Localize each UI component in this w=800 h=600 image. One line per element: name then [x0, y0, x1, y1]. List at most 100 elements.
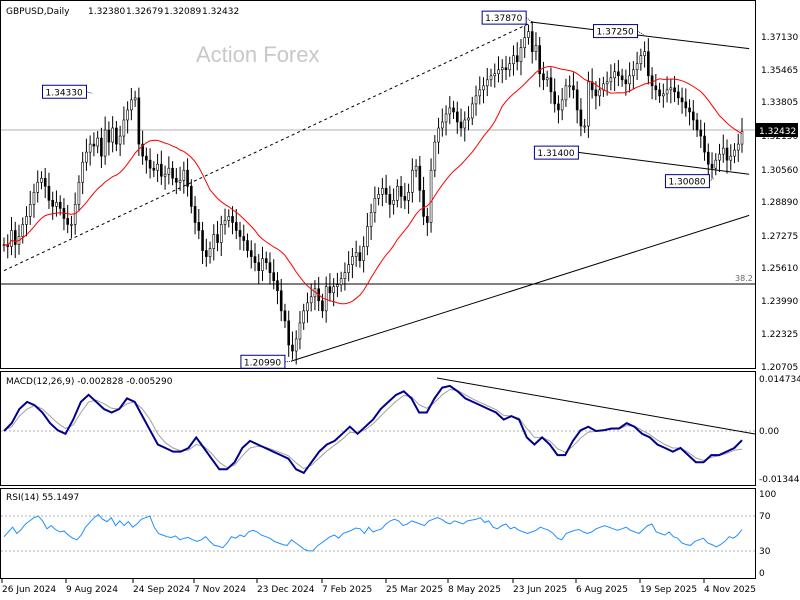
candle-body — [145, 155, 148, 161]
date-tick: 25 Mar 2025 — [386, 585, 443, 595]
candle-body — [414, 165, 418, 171]
candle-body — [257, 262, 261, 271]
candle-body — [253, 256, 257, 263]
price-tick: 1.28890 — [761, 198, 798, 208]
annotation-box — [664, 174, 710, 189]
candle-body — [467, 117, 470, 121]
candle-body — [553, 91, 556, 105]
candle-body — [538, 45, 542, 75]
candle-body — [332, 286, 335, 294]
price-tick: 1.23990 — [761, 297, 798, 307]
candle-body — [212, 234, 216, 249]
candle-body — [381, 187, 384, 195]
annotation-box — [481, 10, 527, 25]
candle-body — [598, 89, 601, 97]
candle-body — [73, 204, 77, 225]
candle-body — [624, 79, 628, 85]
candle-body — [55, 202, 58, 207]
candle-body — [309, 296, 313, 304]
candle-body — [358, 252, 362, 261]
candle-body — [13, 230, 17, 245]
candle-body — [729, 155, 733, 161]
annotation-leader — [525, 17, 533, 23]
candle-body — [725, 147, 729, 161]
candle-body — [85, 151, 88, 163]
rsi-pane-frame — [0, 488, 756, 579]
candle-body — [148, 159, 152, 169]
candle-body — [512, 55, 515, 65]
trendline — [576, 151, 750, 175]
candle-body — [489, 75, 493, 81]
candle-body — [639, 55, 643, 65]
candle-body — [167, 167, 171, 175]
candle-body — [459, 121, 463, 129]
candle-body — [36, 181, 40, 193]
date-tick: 26 Jun 2024 — [2, 585, 56, 595]
candle-body — [137, 97, 141, 145]
candlesticks — [2, 21, 744, 365]
candle-body — [347, 264, 350, 273]
current-price-box — [756, 123, 798, 137]
candle-body — [291, 344, 294, 352]
candle-body — [392, 200, 395, 205]
candle-body — [684, 101, 688, 109]
candle-body — [133, 97, 137, 101]
candle-body — [216, 234, 219, 243]
candle-body — [542, 73, 545, 81]
annotation-leader — [709, 178, 714, 182]
macd-tick: -0.013442 — [759, 475, 800, 485]
candle-body — [523, 37, 527, 48]
candle-body — [508, 63, 512, 71]
candle-body — [635, 63, 639, 71]
macd-tick: 0.00 — [759, 427, 779, 437]
candle-body — [695, 119, 699, 131]
candle-body — [534, 45, 538, 52]
candle-body — [527, 31, 530, 38]
candle-body — [47, 185, 51, 201]
candle-body — [500, 67, 504, 71]
candle-body — [175, 177, 178, 183]
ohlc-close: 1.32432 — [202, 7, 239, 17]
candle-body — [190, 185, 193, 207]
candle-body — [632, 69, 635, 77]
date-tick: 23 Dec 2024 — [257, 585, 315, 595]
candle-body — [613, 71, 616, 79]
annotation-box — [42, 84, 88, 99]
candle-body — [178, 179, 182, 183]
macd-signal-line — [3, 388, 743, 470]
candle-body — [515, 55, 519, 63]
annotation-box — [533, 145, 579, 160]
price-tick: 1.30560 — [761, 166, 798, 176]
candle-body — [587, 81, 590, 127]
candle-body — [10, 230, 13, 247]
candle-body — [396, 185, 399, 201]
candle-body — [92, 143, 96, 147]
candle-body — [276, 280, 279, 292]
candle-body — [227, 216, 231, 221]
candle-body — [482, 85, 485, 91]
candle-body — [665, 89, 669, 95]
candle-body — [658, 89, 661, 97]
price-tick: 1.27275 — [761, 232, 798, 242]
candle-body — [437, 127, 440, 143]
candle-body — [564, 85, 568, 101]
candle-body — [43, 177, 47, 187]
trendline — [3, 21, 533, 272]
candle-body — [736, 143, 740, 151]
candle-body — [650, 75, 654, 87]
candle-body — [572, 85, 575, 91]
price-pane-frame — [0, 0, 756, 369]
candle-body — [407, 192, 410, 201]
candle-body — [688, 107, 691, 113]
price-annotations: 1.34330 1.20990 1.37870 1.31400 1.37250 1.300… — [42, 10, 714, 369]
date-tick: 23 Jun 2025 — [513, 585, 567, 595]
candle-body — [557, 103, 560, 111]
candle-body — [283, 310, 287, 322]
current-price-label: 1.32432 — [759, 127, 796, 137]
candle-body — [733, 149, 736, 157]
candle-body — [328, 286, 332, 294]
candle-body — [193, 206, 197, 223]
candle-body — [579, 109, 583, 127]
candle-body — [32, 192, 36, 205]
